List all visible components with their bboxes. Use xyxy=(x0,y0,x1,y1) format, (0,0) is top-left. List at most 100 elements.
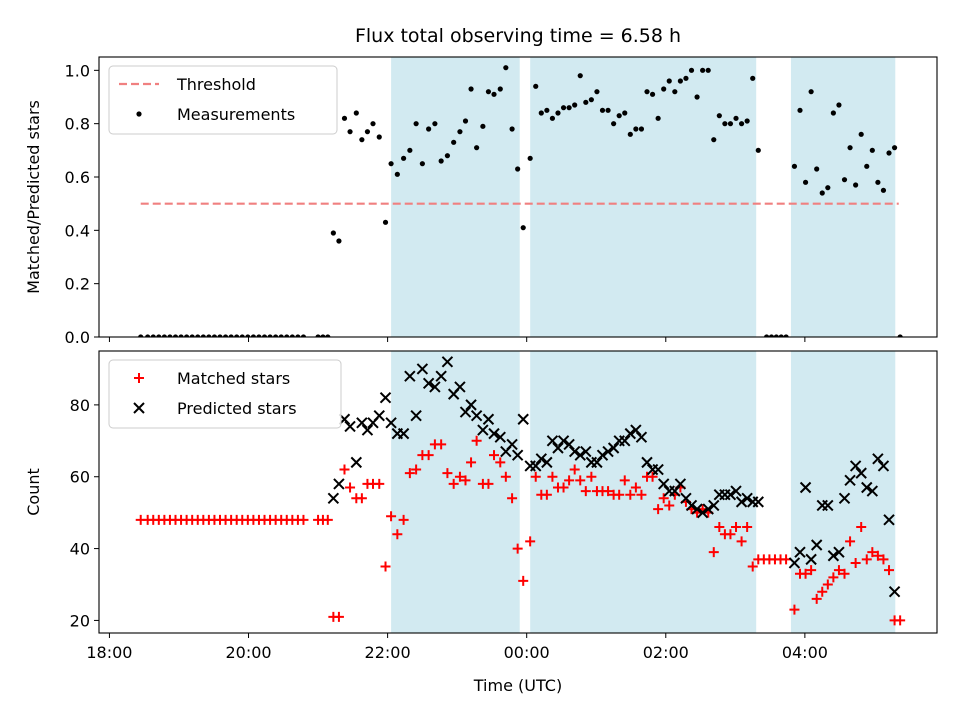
data-point xyxy=(444,153,451,159)
matched-point xyxy=(564,475,575,486)
data-point xyxy=(733,115,739,121)
predicted-point xyxy=(379,391,392,404)
legend-label: Threshold xyxy=(176,75,256,94)
data-point xyxy=(347,129,353,135)
data-point xyxy=(527,155,533,161)
data-point xyxy=(245,334,251,337)
data-point xyxy=(325,334,331,337)
matched-point xyxy=(436,439,447,450)
data-point xyxy=(886,150,892,156)
data-point xyxy=(195,334,201,337)
matched-point xyxy=(731,522,742,533)
x-tick-label: 22:00 xyxy=(365,643,411,662)
matched-point xyxy=(817,586,828,597)
data-point xyxy=(239,334,245,337)
y-tick-label: 0.2 xyxy=(65,275,90,294)
observing-window xyxy=(790,351,896,633)
predicted-point xyxy=(685,499,698,512)
matched-point xyxy=(404,468,415,479)
predicted-point xyxy=(596,449,609,461)
data-point xyxy=(278,334,284,337)
predicted-point xyxy=(872,453,884,465)
matched-point xyxy=(471,435,482,446)
data-point xyxy=(457,129,463,135)
predicted-point xyxy=(416,363,429,375)
data-point xyxy=(711,137,717,143)
predicted-point xyxy=(580,445,592,458)
data-point xyxy=(594,89,600,95)
data-point xyxy=(413,121,419,127)
predicted-point xyxy=(454,381,466,393)
matched-point xyxy=(736,536,747,547)
predicted-point xyxy=(385,417,397,429)
legend-label: Predicted stars xyxy=(177,399,297,418)
predicted-point xyxy=(822,499,834,512)
data-point xyxy=(560,105,567,111)
predicted-point xyxy=(459,406,472,418)
legend-label: Matched stars xyxy=(177,369,290,388)
data-point xyxy=(555,110,561,116)
legend: Threshold Measurements xyxy=(108,65,338,135)
data-point xyxy=(700,67,706,73)
predicted-point xyxy=(327,492,340,504)
predicted-point xyxy=(356,417,368,429)
predicted-point xyxy=(568,445,581,458)
matched-point xyxy=(636,489,647,500)
predicted-point xyxy=(552,442,564,454)
matched-point xyxy=(483,478,494,489)
data-point xyxy=(438,158,444,164)
predicted-point xyxy=(827,550,840,562)
data-point xyxy=(432,121,438,127)
data-point xyxy=(716,113,722,119)
predicted-point xyxy=(735,496,748,508)
matched-point xyxy=(850,557,861,568)
data-point xyxy=(256,334,262,337)
predicted-point xyxy=(855,467,867,479)
matched-point xyxy=(872,550,883,561)
data-point xyxy=(722,121,728,127)
predicted-point xyxy=(752,496,764,508)
matched-point xyxy=(339,464,350,475)
legend-marker xyxy=(136,111,142,117)
predicted-point xyxy=(680,492,692,504)
data-point xyxy=(875,179,881,185)
data-point xyxy=(520,225,526,231)
predicted-point xyxy=(422,377,435,390)
predicted-point xyxy=(429,381,441,393)
predicted-point xyxy=(477,424,489,436)
data-point xyxy=(330,230,336,236)
data-point xyxy=(611,121,617,127)
matched-point xyxy=(586,471,597,482)
legend-marker xyxy=(134,373,144,383)
matched-point xyxy=(878,554,889,565)
y-tick-label: 0.8 xyxy=(65,115,90,134)
legend-box xyxy=(108,359,342,429)
predicted-point xyxy=(888,585,901,598)
data-point xyxy=(145,334,151,337)
data-point xyxy=(211,334,218,337)
matched-point xyxy=(298,514,309,525)
data-point xyxy=(778,334,784,337)
data-point xyxy=(744,118,750,124)
matched-point xyxy=(839,568,850,579)
predicted-point xyxy=(506,438,518,451)
data-point xyxy=(655,115,661,121)
predicted-point xyxy=(805,553,817,566)
predicted-point xyxy=(708,499,720,512)
predicted-point xyxy=(607,442,620,454)
matched-point xyxy=(822,579,833,590)
data-point xyxy=(485,89,492,95)
data-point xyxy=(300,334,307,337)
predicted-point xyxy=(574,449,586,461)
data-point xyxy=(161,334,167,337)
matched-point xyxy=(861,554,872,565)
data-point xyxy=(451,139,457,145)
predicted-point xyxy=(652,463,664,476)
matched-point xyxy=(374,478,385,489)
data-point xyxy=(773,334,779,337)
data-point xyxy=(750,75,756,81)
data-point xyxy=(638,126,645,132)
data-point xyxy=(228,334,234,337)
data-point xyxy=(768,334,775,337)
predicted-point xyxy=(350,456,363,469)
